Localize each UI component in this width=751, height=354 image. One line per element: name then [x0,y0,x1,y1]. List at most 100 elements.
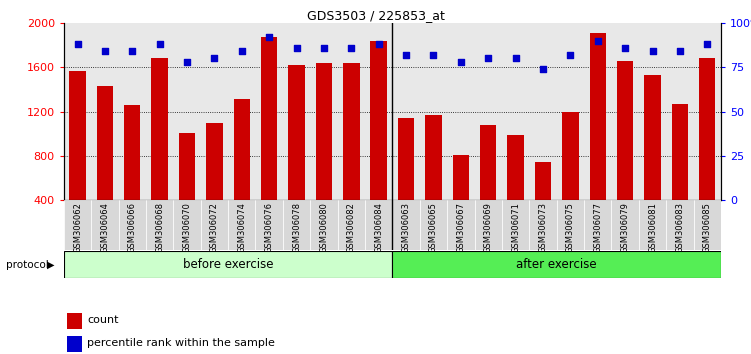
Text: GSM306064: GSM306064 [101,202,110,253]
Text: GSM306072: GSM306072 [210,202,219,253]
Bar [480,125,496,244]
Bar [119,200,146,250]
Point [647,48,659,54]
Text: GSM306063: GSM306063 [402,202,411,253]
Point [181,59,193,65]
Point [674,48,686,54]
Point [537,66,549,72]
Bar [392,251,721,278]
Bar [502,23,529,200]
Bar [398,118,415,244]
Bar [201,23,228,200]
Text: percentile rank within the sample: percentile rank within the sample [87,338,276,348]
Point [482,56,494,61]
Text: GSM306069: GSM306069 [484,202,493,253]
Bar [666,23,694,200]
Text: ▶: ▶ [47,260,55,270]
Text: GDS3503 / 225853_at: GDS3503 / 225853_at [306,9,445,22]
Point [619,45,631,51]
Bar [529,23,556,200]
Point [236,48,248,54]
Bar [502,200,529,250]
Bar [453,155,469,244]
Text: GSM306070: GSM306070 [182,202,192,253]
Bar [617,61,633,244]
Bar [152,58,168,244]
Bar [556,23,584,200]
Bar [67,313,82,329]
Text: GSM306062: GSM306062 [73,202,82,253]
Text: GSM306080: GSM306080 [319,202,328,253]
Text: GSM306075: GSM306075 [566,202,575,253]
Text: GSM306078: GSM306078 [292,202,301,253]
Bar [447,23,475,200]
Bar [365,23,392,200]
Bar [91,200,119,250]
Point [345,45,357,51]
Bar [611,23,639,200]
Point [126,48,138,54]
Text: GSM306077: GSM306077 [593,202,602,253]
Point [71,41,83,47]
Bar [338,200,365,250]
Point [455,59,467,65]
Point [427,52,439,58]
Bar [392,200,420,250]
Bar [343,63,360,244]
Point [400,52,412,58]
Bar [475,23,502,200]
Bar [425,115,442,244]
Bar [671,104,688,244]
Text: count: count [87,315,119,325]
Text: GSM306066: GSM306066 [128,202,137,253]
Bar [508,135,524,244]
Bar [694,200,721,250]
Bar [64,251,392,278]
Bar [97,86,113,244]
Bar [590,33,606,244]
Bar [370,41,387,244]
Text: GSM306082: GSM306082 [347,202,356,253]
Text: GSM306068: GSM306068 [155,202,164,253]
Text: before exercise: before exercise [182,258,273,271]
Bar [420,23,447,200]
Bar [173,23,201,200]
Bar [475,200,502,250]
Bar [666,200,694,250]
Bar [392,23,420,200]
Text: GSM306079: GSM306079 [620,202,629,253]
Bar [310,23,338,200]
Bar [529,200,556,250]
Bar [228,200,255,250]
Text: GSM306071: GSM306071 [511,202,520,253]
Bar [261,38,277,244]
Text: GSM306084: GSM306084 [374,202,383,253]
Point [291,45,303,51]
Bar [315,63,332,244]
Point [372,41,385,47]
Point [510,56,522,61]
Bar [91,23,119,200]
Bar [584,200,611,250]
Bar [255,200,283,250]
Bar [420,200,447,250]
Bar [207,122,222,244]
Bar [365,200,392,250]
Point [99,48,111,54]
Bar [535,162,551,244]
Point [701,41,713,47]
Bar [64,200,91,250]
Bar [283,200,310,250]
Bar [288,65,305,244]
Bar [146,23,173,200]
Bar [119,23,146,200]
Point [154,41,166,47]
Text: GSM306076: GSM306076 [264,202,273,253]
Bar [310,200,338,250]
Text: GSM306085: GSM306085 [703,202,712,253]
Bar [201,200,228,250]
Bar [173,200,201,250]
Bar [124,105,140,244]
Point [592,38,604,44]
Bar [644,75,661,244]
